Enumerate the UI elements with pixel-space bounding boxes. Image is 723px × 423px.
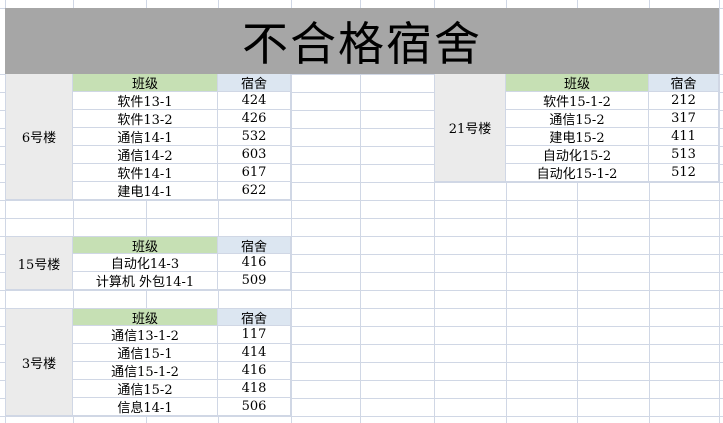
gridline-vertical [73,0,74,423]
dorm-header-cell[interactable]: 宿舍 [649,74,719,92]
building-cell[interactable]: 15号楼 [5,236,73,290]
class-cell[interactable]: 自动化14-3 [73,254,218,272]
gridline-horizontal [0,146,723,147]
gridline-vertical [5,0,6,423]
gridline-vertical [719,0,720,423]
page-title: 不合格宿舍 [242,17,482,71]
dorm-cell[interactable]: 622 [218,182,291,200]
gridline-horizontal [0,110,723,111]
class-header-cell[interactable]: 班级 [73,236,218,254]
gridline-horizontal [0,74,723,75]
dorm-cell[interactable]: 416 [218,362,291,380]
class-cell[interactable]: 通信15-1 [73,344,218,362]
gridline-vertical [434,0,435,423]
gridline-horizontal [0,326,723,327]
class-cell[interactable]: 软件14-1 [73,164,218,182]
class-header-cell[interactable]: 班级 [506,74,649,92]
dorm-cell[interactable]: 512 [649,164,719,182]
class-cell[interactable]: 信息14-1 [73,398,218,416]
dorm-cell[interactable]: 426 [218,110,291,128]
dorm-cell[interactable]: 532 [218,128,291,146]
gridline-horizontal [0,380,723,381]
dorm-cell[interactable]: 424 [218,92,291,110]
dorm-cell[interactable]: 513 [649,146,719,164]
gridline-horizontal [0,218,723,219]
class-cell[interactable]: 软件13-1 [73,92,218,110]
gridline-horizontal [0,308,723,309]
dorm-header-cell[interactable]: 宿舍 [218,74,291,92]
gridline-horizontal [0,128,723,129]
class-cell[interactable]: 建电14-1 [73,182,218,200]
gridline-horizontal [0,344,723,345]
dorm-cell[interactable]: 418 [218,380,291,398]
gridline-vertical [577,0,578,423]
dorm-cell[interactable]: 506 [218,398,291,416]
class-cell[interactable]: 通信15-2 [506,110,649,128]
gridline-horizontal [0,398,723,399]
title-cell[interactable]: 不合格宿舍 [5,8,719,74]
dorm-cell[interactable]: 617 [218,164,291,182]
gridline-vertical [360,0,361,423]
dorm-cell[interactable]: 603 [218,146,291,164]
gridline-horizontal [0,236,723,237]
class-cell[interactable]: 软件15-1-2 [506,92,649,110]
gridline-horizontal [0,182,723,183]
gridline-horizontal [0,416,723,417]
dorm-cell[interactable]: 212 [649,92,719,110]
class-cell[interactable]: 计算机 外包14-1 [73,272,218,290]
gridline-vertical [649,0,650,423]
building-cell[interactable]: 6号楼 [5,74,73,200]
gridline-vertical [218,0,219,423]
class-cell[interactable]: 自动化15-2 [506,146,649,164]
class-cell[interactable]: 通信14-1 [73,128,218,146]
gridline-vertical [291,0,292,423]
gridline-horizontal [0,92,723,93]
gridline-vertical [506,0,507,423]
gridline-horizontal [0,200,723,201]
gridline-vertical [146,0,147,423]
class-cell[interactable]: 通信14-2 [73,146,218,164]
class-header-cell[interactable]: 班级 [73,308,218,326]
building-cell[interactable]: 21号楼 [434,74,506,182]
dorm-cell[interactable]: 416 [218,254,291,272]
class-cell[interactable]: 软件13-2 [73,110,218,128]
dorm-cell[interactable]: 411 [649,128,719,146]
class-cell[interactable]: 自动化15-1-2 [506,164,649,182]
gridline-horizontal [0,164,723,165]
dorm-cell[interactable]: 509 [218,272,291,290]
dorm-header-cell[interactable]: 宿舍 [218,236,291,254]
gridline-horizontal [0,272,723,273]
gridline-horizontal [0,290,723,291]
dorm-cell[interactable]: 117 [218,326,291,344]
class-cell[interactable]: 通信15-2 [73,380,218,398]
class-cell[interactable]: 建电15-2 [506,128,649,146]
class-cell[interactable]: 通信13-1-2 [73,326,218,344]
class-cell[interactable]: 通信15-1-2 [73,362,218,380]
gridline-horizontal [0,362,723,363]
class-header-cell[interactable]: 班级 [73,74,218,92]
dorm-header-cell[interactable]: 宿舍 [218,308,291,326]
dorm-cell[interactable]: 414 [218,344,291,362]
gridline-horizontal [0,254,723,255]
dorm-cell[interactable]: 317 [649,110,719,128]
building-cell[interactable]: 3号楼 [5,308,73,416]
